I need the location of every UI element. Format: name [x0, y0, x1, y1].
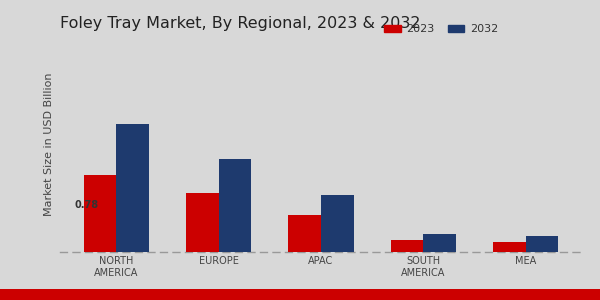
Bar	[84, 176, 116, 252]
Text: 0.78: 0.78	[75, 200, 99, 209]
Bar	[186, 193, 219, 252]
Bar	[288, 215, 321, 252]
Legend: 2023, 2032: 2023, 2032	[379, 20, 503, 39]
Text: Foley Tray Market, By Regional, 2023 & 2032: Foley Tray Market, By Regional, 2023 & 2…	[60, 16, 421, 31]
Bar	[219, 159, 251, 252]
Bar	[321, 195, 354, 252]
Bar	[391, 240, 423, 252]
Bar	[116, 124, 149, 252]
Bar	[423, 234, 456, 252]
Y-axis label: Market Size in USD Billion: Market Size in USD Billion	[44, 72, 55, 216]
Bar	[493, 242, 526, 252]
Bar	[526, 236, 558, 252]
